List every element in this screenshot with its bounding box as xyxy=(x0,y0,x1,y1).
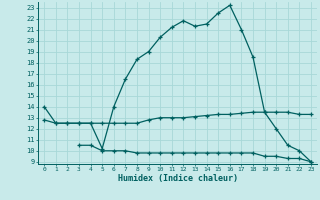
X-axis label: Humidex (Indice chaleur): Humidex (Indice chaleur) xyxy=(118,174,238,183)
